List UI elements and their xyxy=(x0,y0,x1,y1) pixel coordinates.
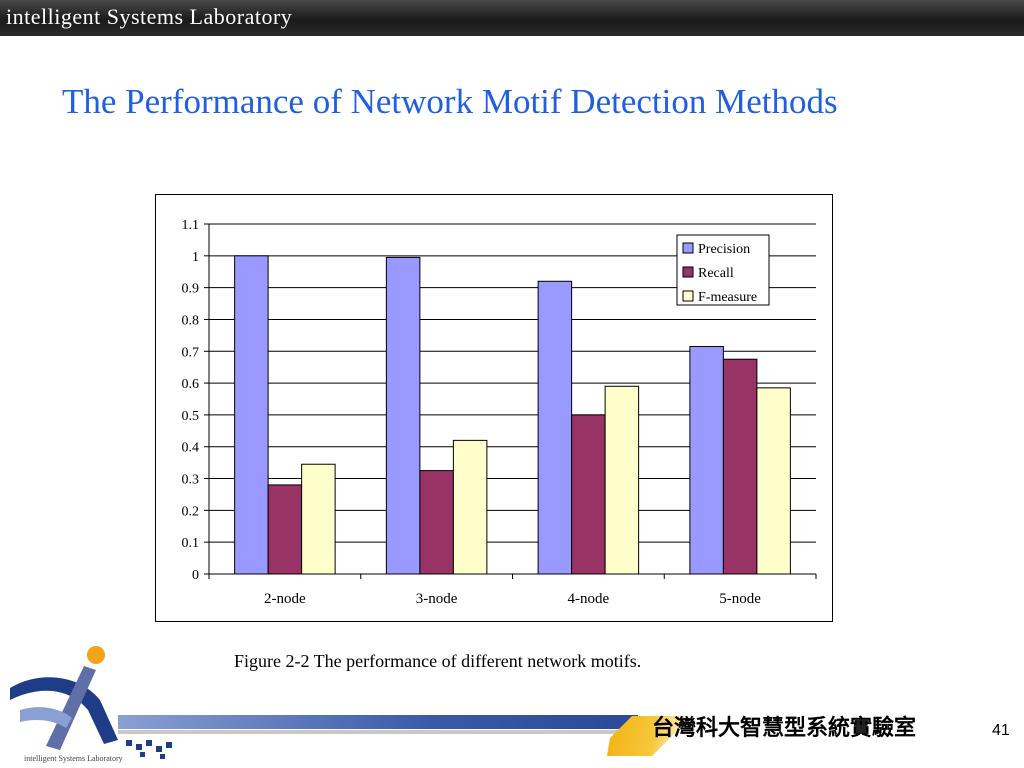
bar-precision xyxy=(689,346,724,575)
slide-title: The Performance of Network Motif Detecti… xyxy=(62,82,838,121)
logo-text: intelligent Systems Laboratory xyxy=(24,754,123,763)
legend-swatch xyxy=(682,266,694,278)
legend-swatch xyxy=(682,290,694,302)
bar-recall xyxy=(722,358,758,575)
y-tick-label: 1 xyxy=(192,250,199,265)
legend-label: F-measure xyxy=(698,290,757,305)
bar-recall xyxy=(419,470,454,575)
chart-frame: 0 0.1 0.2 0.3 0.4 0.5 0.6 0.7 0.8 0.9 1 1.1 2-node 3-… xyxy=(155,194,833,622)
bar-f-measure xyxy=(301,463,336,575)
y-tick-label: 0 xyxy=(192,568,199,583)
x-tick-label: 2-node xyxy=(264,591,306,607)
y-tick-label: 0.9 xyxy=(182,282,200,297)
y-tick-label: 0.4 xyxy=(182,441,200,456)
bar-recall xyxy=(267,484,303,575)
y-tick-label: 0.6 xyxy=(182,377,200,392)
bar-f-measure xyxy=(756,387,791,575)
header-bar: intelligent Systems Laboratory xyxy=(0,0,1024,36)
legend-label: Recall xyxy=(698,266,734,281)
footer-lab-name: 台灣科大智慧型系統實驗室 xyxy=(652,715,917,741)
footer-bar-shadow xyxy=(118,730,638,734)
bar-precision xyxy=(537,280,573,575)
x-tick-label: 5-node xyxy=(719,591,761,607)
y-tick-label: 0.8 xyxy=(182,313,200,328)
x-tick-label: 4-node xyxy=(568,591,610,607)
bar-f-measure xyxy=(452,439,488,575)
bar-recall xyxy=(571,414,606,575)
legend-label: Precision xyxy=(698,242,750,257)
footer-bar xyxy=(118,715,638,729)
bar-precision xyxy=(234,255,269,575)
lab-logo xyxy=(10,646,172,759)
y-tick-label: 0.2 xyxy=(182,504,200,519)
y-tick-label: 1.1 xyxy=(182,218,200,233)
x-tick-label: 3-node xyxy=(416,591,458,607)
bar-chart: 0 0.1 0.2 0.3 0.4 0.5 0.6 0.7 0.8 0.9 1 1.1 2-node 3-… xyxy=(182,218,817,607)
y-tick-label: 0.1 xyxy=(182,536,200,551)
page-number: 41 xyxy=(992,722,1010,739)
y-tick-label: 0.5 xyxy=(182,409,200,424)
y-tick-label: 0.7 xyxy=(182,345,200,360)
header-title: intelligent Systems Laboratory xyxy=(6,4,293,29)
figure-caption: Figure 2-2 The performance of different … xyxy=(234,651,642,671)
y-tick-label: 0.3 xyxy=(182,473,200,488)
bar-precision xyxy=(385,256,421,575)
bar-f-measure xyxy=(604,385,640,575)
legend-swatch xyxy=(682,242,694,254)
